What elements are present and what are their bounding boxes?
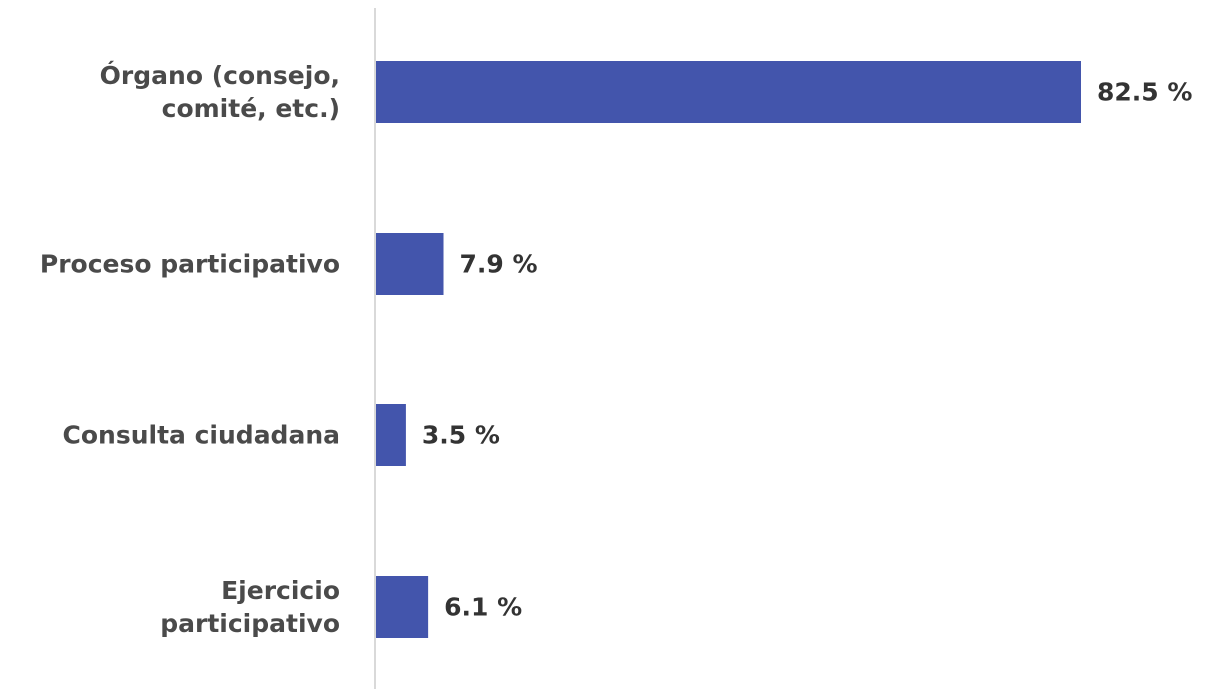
value-label-2: 3.5 % <box>422 421 500 450</box>
bars-group <box>376 61 1081 638</box>
bar-0 <box>376 61 1081 123</box>
bar-1 <box>376 233 444 295</box>
value-label-3: 6.1 % <box>444 593 522 622</box>
category-label-0: Órgano (consejo, comité, etc.) <box>100 60 340 123</box>
category-label-3: Ejercicio participativo <box>160 576 340 638</box>
bar-2 <box>376 404 406 466</box>
category-label-2: Consulta ciudadana <box>63 421 340 450</box>
value-label-0: 82.5 % <box>1097 78 1192 107</box>
value-labels-group: 82.5 % 7.9 % 3.5 % 6.1 % <box>422 78 1193 622</box>
category-label-1: Proceso participativo <box>40 250 340 279</box>
bar-3 <box>376 576 429 638</box>
category-labels-group: Órgano (consejo, comité, etc.) Proceso par… <box>40 60 340 638</box>
value-label-1: 7.9 % <box>460 250 538 279</box>
